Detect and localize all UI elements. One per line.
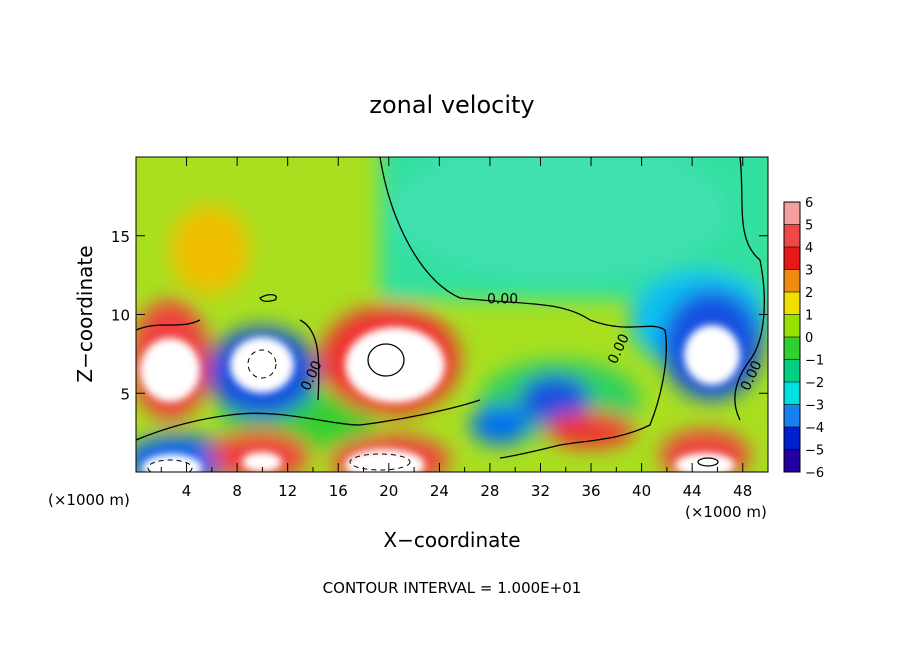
x-tick-label: 20 [379,482,398,500]
colorbar-label: 1 [805,309,813,324]
colorbar-label: 2 [805,286,813,301]
x-tick-label: 8 [232,482,242,500]
x-axis-label: X−coordinate [383,528,520,552]
x-tick-label: 16 [329,482,348,500]
colorbar-label: 0 [805,331,813,346]
x-tick-label: 28 [480,482,499,500]
y-tick-label: 10 [111,307,130,325]
y-tick-label: 5 [120,385,130,403]
colorbar-label: 4 [805,241,813,256]
y-axis-label: Z−coordinate [73,245,97,382]
colorbar-label: −5 [805,444,824,459]
contour-lines [136,157,765,467]
colorbar-band [784,404,800,428]
x-tick-label: 24 [430,482,449,500]
x-tick-label: 44 [683,482,702,500]
x-tick-label: 40 [632,482,651,500]
x-tick-label: 12 [278,482,297,500]
colorbar-label: 6 [805,196,813,211]
colorbar-band [784,224,800,248]
colorbar-band [784,269,800,293]
colorbar-label: 5 [805,219,813,234]
contour-interval-footer: CONTOUR INTERVAL = 1.000E+01 [323,579,582,597]
colorbar-label: −6 [805,466,824,481]
y-axis: 5 10 15 [111,228,768,403]
y-tick-label: 15 [111,228,130,246]
chart-title: zonal velocity [369,91,534,119]
colorbar-band [784,427,800,450]
x-unit-right: (×1000 m) [685,503,767,521]
dashed-contours [147,349,411,472]
colorbar-band [784,202,800,225]
colorbar-band [784,382,800,405]
colorbar-label: −3 [805,399,824,414]
colorbar-label: −4 [805,421,824,436]
contour-label: 0.00 [487,291,518,307]
x-tick-label: 4 [182,482,192,500]
x-unit-left: (×1000 m) [48,491,130,509]
colorbar-band [784,292,800,315]
x-tick-label: 36 [581,482,600,500]
colorbar: 6 5 4 3 2 1 0 −1 −2 −3 −4 −5 −6 [783,196,824,481]
x-axis: 4 8 12 16 20 24 28 32 36 40 44 48 [160,157,752,500]
colorbar-band [784,359,800,383]
colorbar-band [784,247,800,270]
colorbar-band [784,314,800,338]
colorbar-band [784,337,800,360]
plot-area [136,157,768,472]
colorbar-label: −1 [805,354,824,369]
colorbar-label: −2 [805,376,824,391]
x-tick-label: 48 [733,482,752,500]
x-tick-label: 32 [531,482,550,500]
colorbar-band [784,449,800,473]
colorbar-label: 3 [805,264,813,279]
